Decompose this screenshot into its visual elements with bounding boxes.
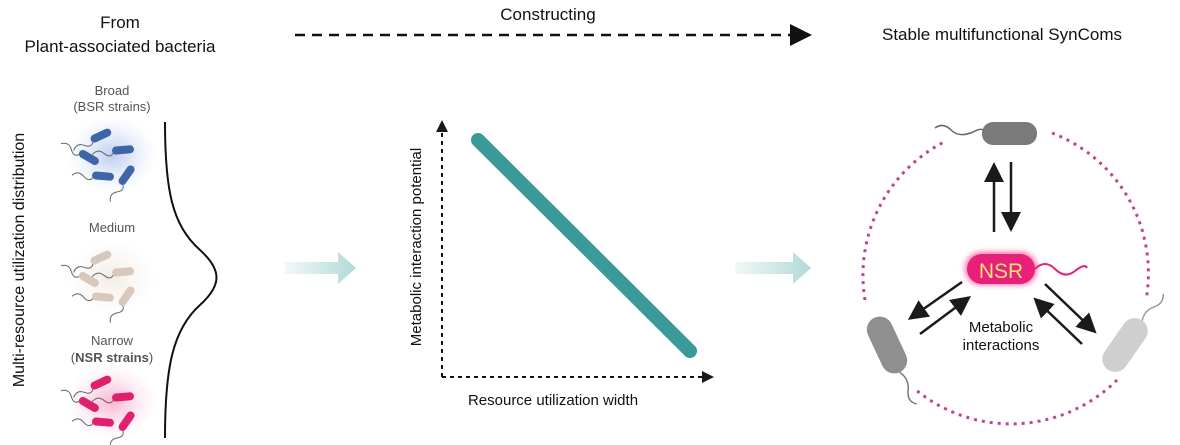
- interactions-label-line1: Metabolic: [969, 319, 1034, 336]
- flow-arrow-2: [735, 252, 811, 284]
- flow-arrow-1: [285, 252, 356, 284]
- bsr-bacteria-cluster: [59, 117, 157, 204]
- interactions-label-line2: interactions: [963, 337, 1040, 354]
- nsr-bacterium: NSR: [965, 252, 1088, 285]
- nsr-bacteria-cluster: [59, 364, 157, 445]
- trend-line: [471, 133, 697, 358]
- medium-bacteria-cluster: [59, 240, 157, 325]
- right-bacterium: [1102, 293, 1165, 372]
- nsr-strains-bold: NSR strains: [75, 350, 149, 365]
- y-axis-label: Metabolic interaction potential: [408, 148, 425, 346]
- source-title-line1: From: [100, 13, 140, 32]
- distribution-curve: [164, 121, 218, 439]
- nsr-label: NSR: [979, 260, 1023, 283]
- paren-open: (: [71, 350, 76, 365]
- process-label: Constructing: [500, 5, 595, 24]
- source-title-line2: Plant-associated bacteria: [25, 37, 216, 56]
- left-bacterium: [866, 316, 917, 405]
- top-bacterium: [934, 122, 1037, 145]
- distribution-axis-label: Multi-resource utilization distribution: [11, 133, 28, 387]
- constructing-arrowhead: [790, 24, 812, 46]
- broad-label: Broad: [95, 83, 130, 98]
- x-axis-label: Resource utilization width: [468, 392, 638, 409]
- syncom-ring: [861, 131, 1150, 426]
- broad-sublabel: (BSR strains): [73, 99, 150, 114]
- medium-label: Medium: [89, 220, 135, 235]
- narrow-sublabel: (NSR strains): [71, 350, 153, 365]
- narrow-label: Narrow: [91, 333, 134, 348]
- interaction-arrows: [907, 162, 1097, 345]
- result-title: Stable multifunctional SynComs: [882, 25, 1122, 44]
- paren-close: ): [149, 350, 153, 365]
